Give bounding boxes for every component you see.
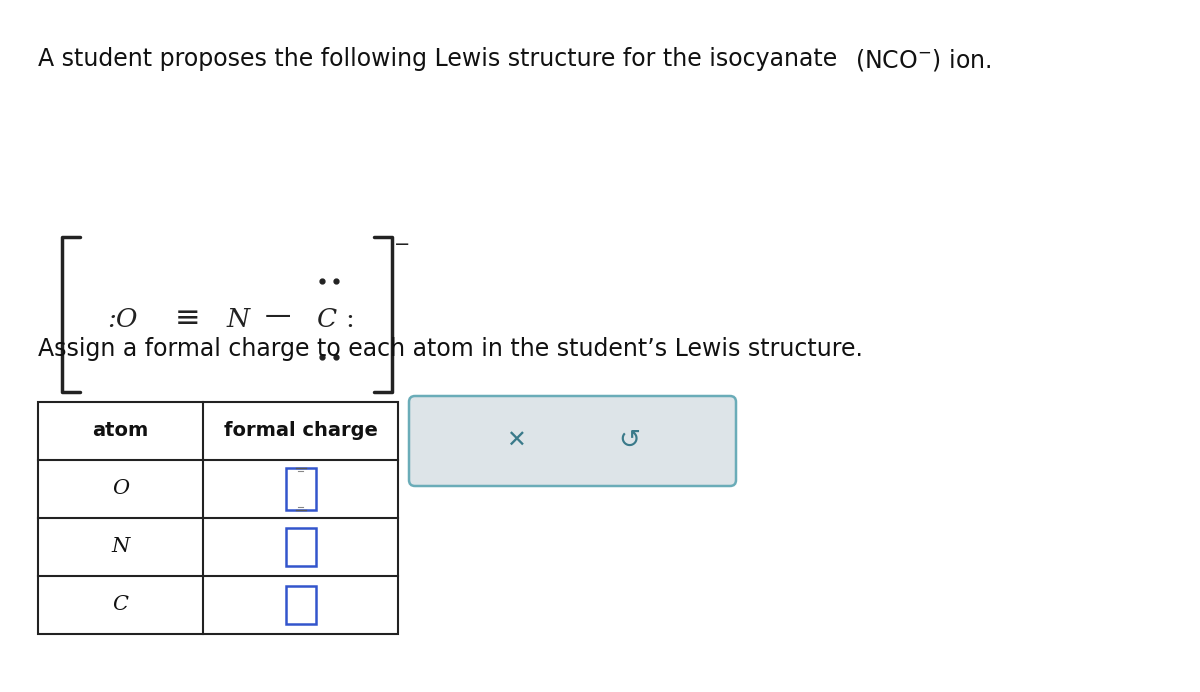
Text: N: N (112, 538, 130, 556)
Text: C: C (317, 307, 337, 332)
Text: Assign a formal charge to each atom in the student’s Lewis structure.: Assign a formal charge to each atom in t… (38, 337, 863, 361)
Text: :O: :O (107, 307, 138, 332)
Text: ≡: ≡ (175, 304, 200, 333)
Text: —: — (265, 304, 292, 329)
Text: formal charge: formal charge (223, 421, 378, 441)
FancyBboxPatch shape (409, 396, 736, 486)
Text: atom: atom (92, 421, 149, 441)
Text: A student proposes the following Lewis structure for the isocyanate: A student proposes the following Lewis s… (38, 47, 838, 71)
Text: O: O (112, 480, 130, 498)
Text: C: C (113, 596, 128, 614)
FancyBboxPatch shape (286, 586, 316, 624)
Text: N: N (227, 307, 250, 332)
Text: ↺: ↺ (618, 428, 641, 454)
Bar (38, 402, 398, 634)
Text: ✕: ✕ (506, 429, 526, 453)
Text: :: : (346, 307, 354, 332)
FancyBboxPatch shape (286, 528, 316, 566)
Text: −: − (394, 235, 410, 254)
FancyBboxPatch shape (286, 468, 316, 510)
Text: $\left(\mathrm{NCO}^{-}\right)$ ion.: $\left(\mathrm{NCO}^{-}\right)$ ion. (856, 47, 991, 73)
